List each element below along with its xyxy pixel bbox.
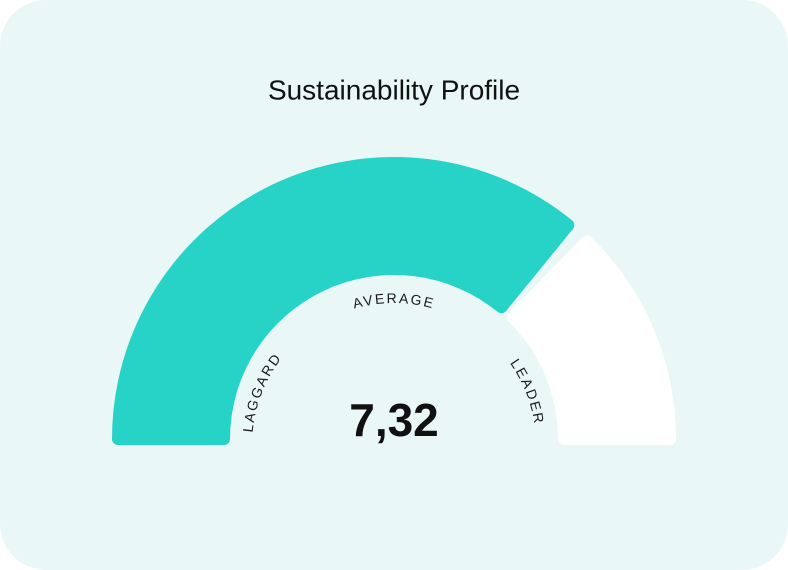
gauge <box>112 157 676 445</box>
zone-label: AVERAGE <box>351 290 437 312</box>
chart-title: Sustainability Profile <box>268 74 520 105</box>
gauge-fill <box>112 157 575 445</box>
gauge-value: 7,32 <box>349 394 439 446</box>
zone-label-text: AVERAGE <box>351 290 435 312</box>
gauge-track <box>506 235 676 445</box>
